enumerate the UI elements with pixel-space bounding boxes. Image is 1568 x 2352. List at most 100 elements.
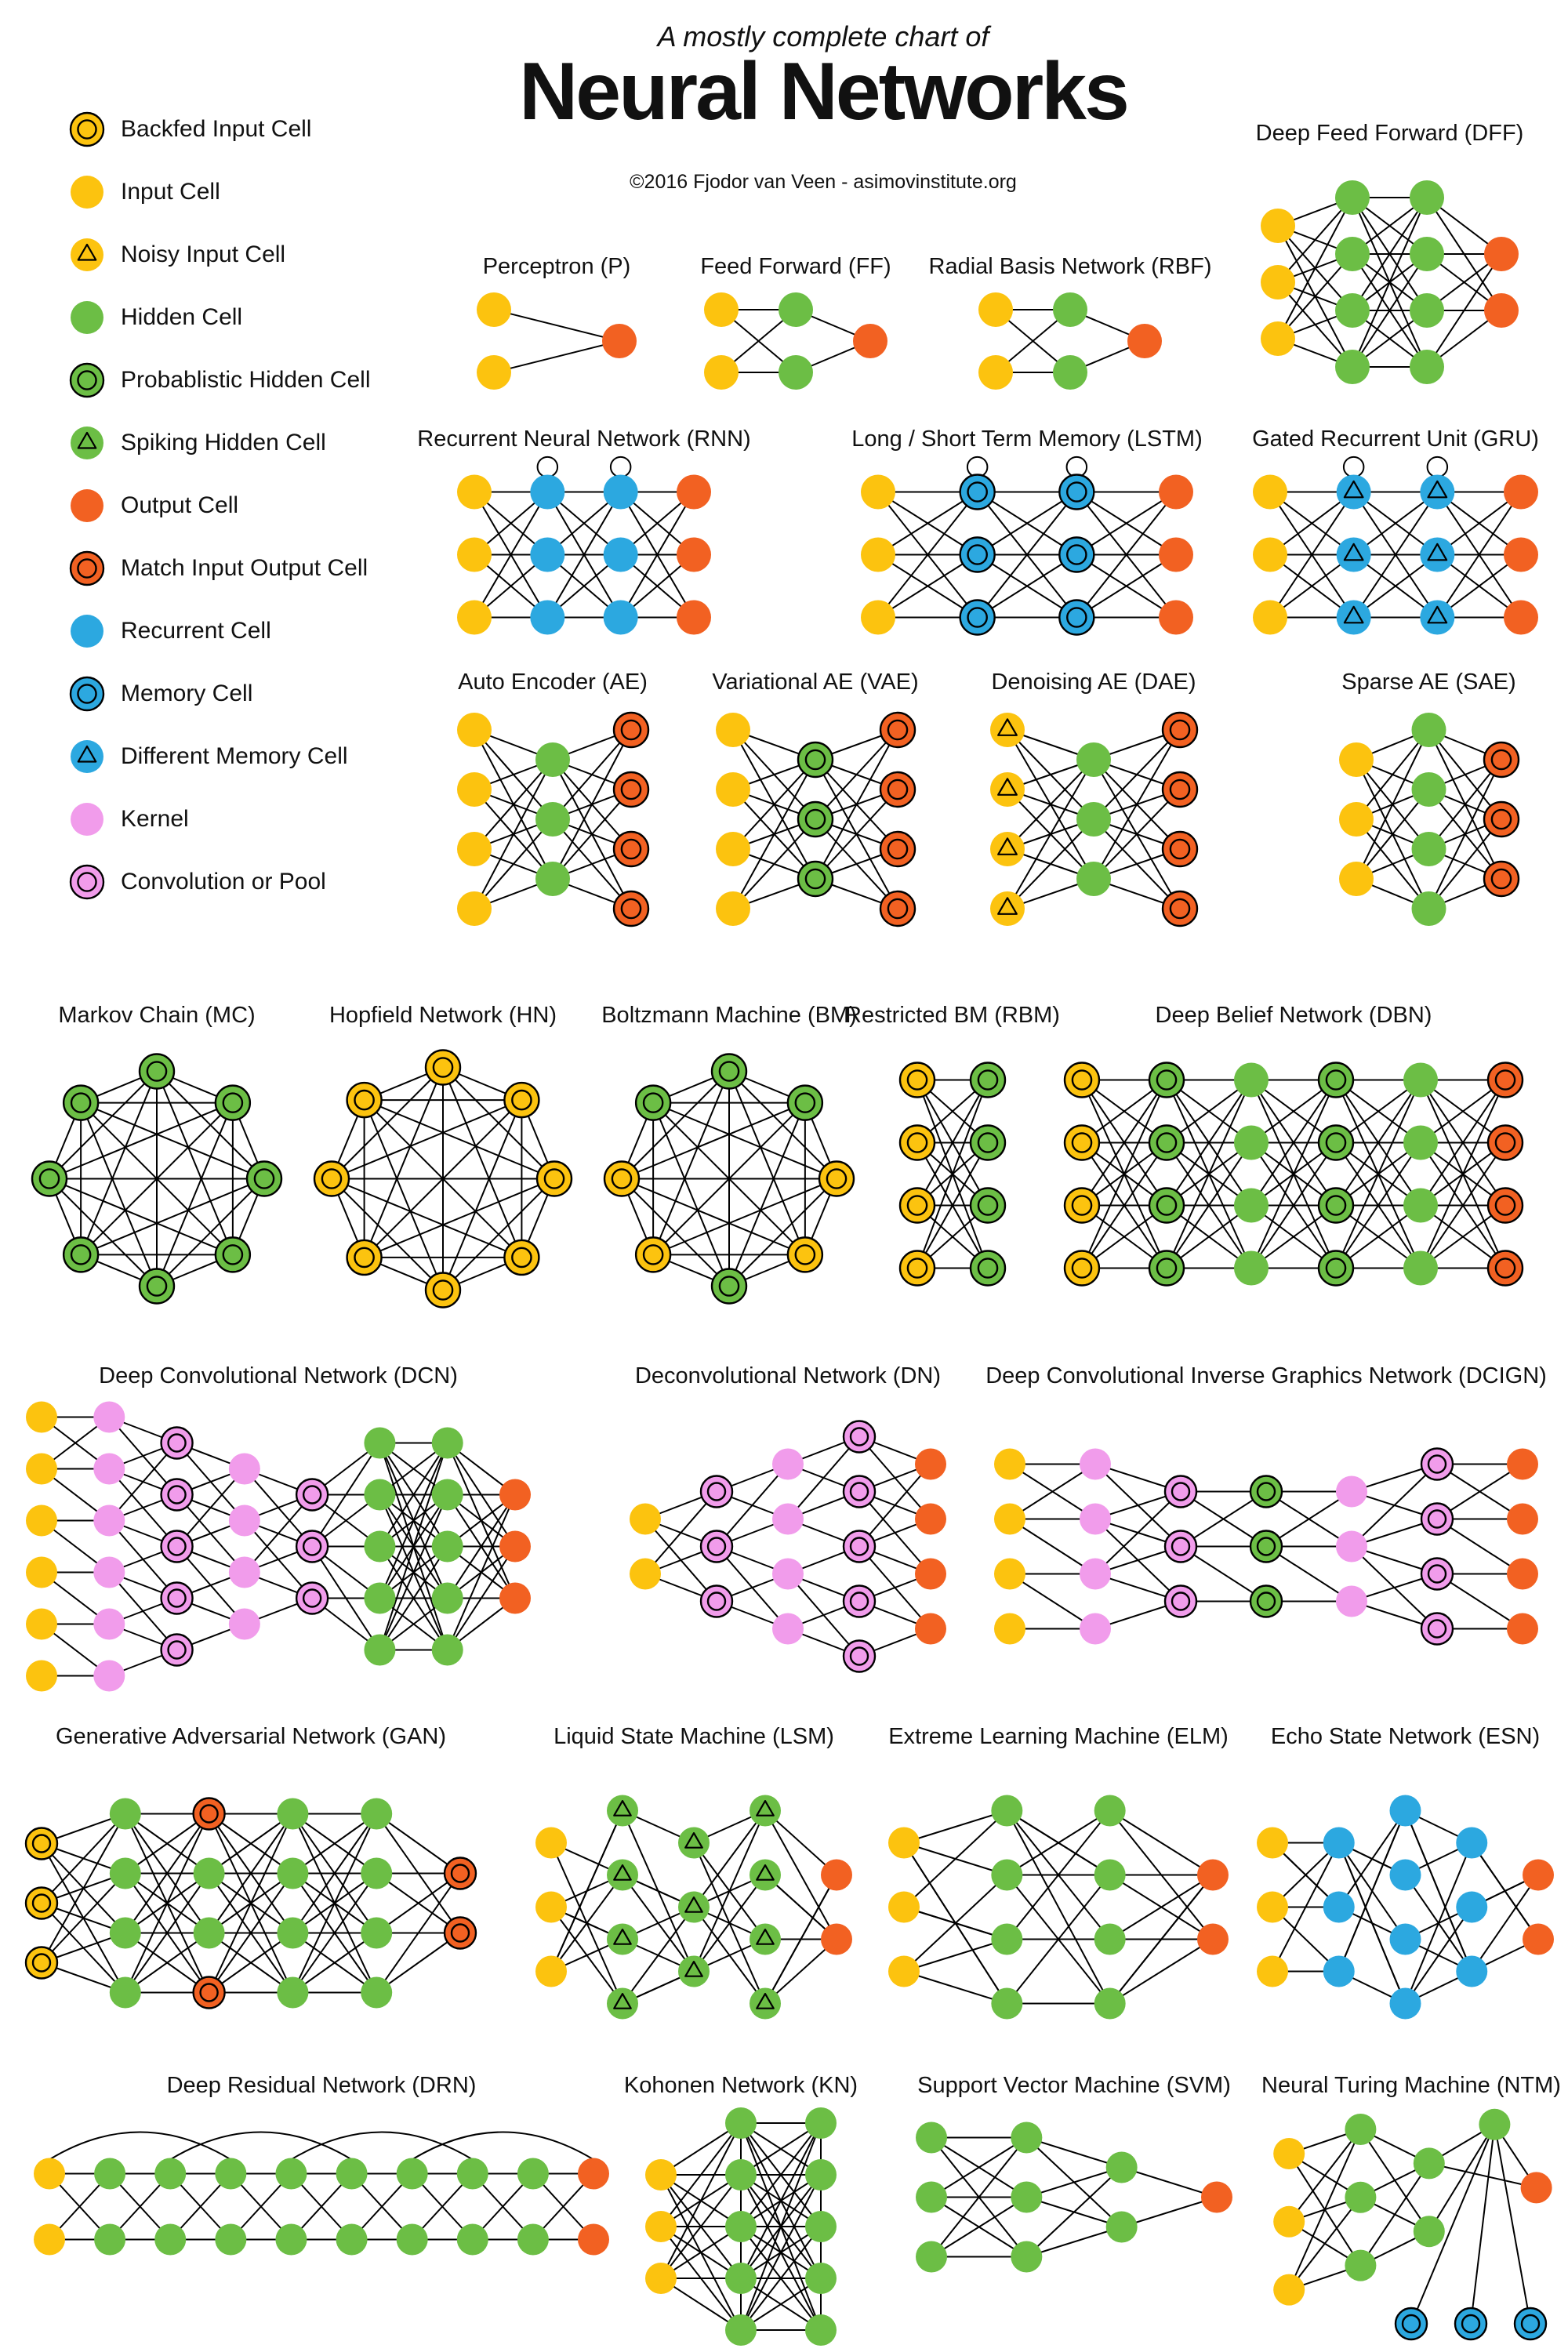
probablistic-hidden-cell bbox=[1148, 1250, 1185, 1287]
network-label: Deconvolutional Network (DN) bbox=[634, 1363, 942, 1388]
legend-label: Different Memory Cell bbox=[121, 743, 348, 769]
network-sae: Sparse AE (SAE) bbox=[1333, 666, 1525, 937]
diffmem-cell-icon bbox=[71, 740, 103, 773]
output-cell bbox=[1507, 1613, 1538, 1645]
input-cell bbox=[71, 176, 103, 209]
backfed-cell-icon bbox=[69, 111, 105, 147]
recurrent-cell bbox=[530, 600, 565, 635]
hidden-cell bbox=[991, 1923, 1023, 1955]
kernel-cell bbox=[1080, 1503, 1111, 1535]
spiking-hidden-cell bbox=[607, 1987, 638, 2020]
input-cell bbox=[535, 1827, 567, 1859]
match-input-output-cell bbox=[612, 830, 650, 868]
network-diagram bbox=[34, 2131, 609, 2256]
match-input-output-cell bbox=[192, 1797, 226, 1831]
hidden-cell bbox=[805, 2159, 837, 2190]
legend-label: Probablistic Hidden Cell bbox=[121, 367, 371, 393]
spiking-hidden-cell bbox=[71, 426, 103, 459]
convolution-or-pool-cell bbox=[295, 1530, 329, 1563]
recurrent-cell bbox=[603, 537, 638, 572]
backfed-input-cell bbox=[898, 1250, 936, 1287]
input-cell bbox=[26, 1556, 57, 1588]
recurrent-cell bbox=[603, 474, 638, 510]
network-dn: Deconvolutional Network (DN) bbox=[623, 1360, 953, 1697]
input-cell bbox=[477, 355, 511, 390]
backfed-input-cell bbox=[1063, 1124, 1101, 1161]
different-memory-cell bbox=[1336, 537, 1371, 572]
hidden-cell bbox=[916, 2122, 947, 2154]
hidden-cell bbox=[916, 2241, 947, 2273]
backfed-input-cell bbox=[1063, 1250, 1101, 1287]
hidden-cell bbox=[361, 1857, 393, 1889]
output-cell bbox=[602, 324, 637, 358]
backfed-input-cell bbox=[24, 1886, 59, 1920]
probablistic-hidden-cell bbox=[138, 1268, 176, 1305]
match-input-output-cell bbox=[443, 1916, 477, 1950]
input-cell bbox=[457, 891, 492, 926]
hidden-cell bbox=[1335, 237, 1370, 271]
network-diagram bbox=[704, 292, 887, 390]
legend-label: Spiking Hidden Cell bbox=[121, 430, 326, 456]
different-memory-cell bbox=[1420, 600, 1455, 635]
different-memory-cell bbox=[1420, 537, 1455, 572]
network-diagram bbox=[978, 292, 1162, 390]
hidden-cell bbox=[94, 2158, 126, 2190]
kernel-cell bbox=[1080, 1613, 1111, 1645]
kernel-cell bbox=[93, 1453, 125, 1485]
backfed-input-cell bbox=[898, 1187, 936, 1224]
probablistic-hidden-cell bbox=[969, 1062, 1007, 1098]
kernel-cell bbox=[1080, 1558, 1111, 1590]
kernel-cell bbox=[93, 1608, 125, 1640]
network-label: Perceptron (P) bbox=[482, 254, 631, 279]
recurrent-cell-icon bbox=[71, 615, 103, 648]
network-diagram bbox=[24, 1797, 477, 2009]
output-cell bbox=[1484, 293, 1519, 328]
network-rbm: Restricted BM (RBM) bbox=[845, 1000, 1060, 1313]
match-input-output-cell bbox=[1486, 1187, 1524, 1224]
hidden-cell bbox=[109, 1976, 141, 2009]
hidden-cell bbox=[1411, 832, 1446, 866]
network-label: Boltzmann Machine (BM) bbox=[601, 1003, 857, 1028]
input-cell bbox=[1261, 209, 1295, 243]
memory-cell bbox=[1394, 2307, 1428, 2341]
recurrent-cell bbox=[1456, 1955, 1488, 1987]
hidden-cell bbox=[805, 2263, 837, 2294]
network-label: Hopfield Network (HN) bbox=[328, 1003, 557, 1028]
network-label: Auto Encoder (AE) bbox=[458, 670, 648, 695]
network-diagram bbox=[31, 1053, 283, 1305]
legend-label: Match Input Output Cell bbox=[121, 555, 368, 581]
hidden-cell bbox=[1011, 2181, 1043, 2213]
hidden-cell bbox=[154, 2158, 187, 2190]
input-cell bbox=[535, 1891, 567, 1923]
hidden-cell bbox=[1413, 2216, 1445, 2248]
hidden-cell bbox=[1410, 237, 1444, 271]
probablistic-hidden-cell bbox=[245, 1160, 283, 1197]
convolution-or-pool-cell bbox=[160, 1426, 194, 1460]
probablistic-hidden-cell bbox=[786, 1084, 824, 1121]
hidden-cell bbox=[1403, 1188, 1438, 1223]
hidden-cell bbox=[396, 2223, 428, 2256]
network-gru: Gated Recurrent Unit (GRU) bbox=[1247, 423, 1544, 651]
backfed-input-cell bbox=[634, 1236, 672, 1273]
input-cell bbox=[1257, 1827, 1288, 1859]
legend-item: Hidden Cell bbox=[69, 286, 371, 349]
network-label: Echo State Network (ESN) bbox=[1270, 1724, 1541, 1749]
noisy-input-cell bbox=[990, 832, 1025, 866]
network-lsm: Liquid State Machine (LSM) bbox=[529, 1721, 858, 2058]
network-elm: Extreme Learning Machine (ELM) bbox=[882, 1721, 1235, 2058]
network-rnn: Recurrent Neural Network (RNN) bbox=[417, 423, 751, 651]
hidden-cell bbox=[1076, 742, 1111, 777]
input-cell bbox=[457, 474, 492, 510]
probablistic-hidden-cell bbox=[1249, 1475, 1283, 1508]
match-input-output-cell bbox=[1161, 711, 1199, 749]
output-cell bbox=[677, 600, 711, 635]
output-cell bbox=[1127, 324, 1162, 358]
input-cell bbox=[26, 1453, 57, 1485]
hidden-cell bbox=[1345, 2249, 1377, 2281]
output-cell bbox=[1159, 474, 1193, 510]
input-cell bbox=[716, 891, 750, 926]
network-label: Deep Belief Network (DBN) bbox=[1155, 1003, 1432, 1028]
backfed-input-cell bbox=[603, 1160, 641, 1197]
output-cell bbox=[915, 1613, 946, 1645]
hidden-cell bbox=[364, 1479, 396, 1511]
